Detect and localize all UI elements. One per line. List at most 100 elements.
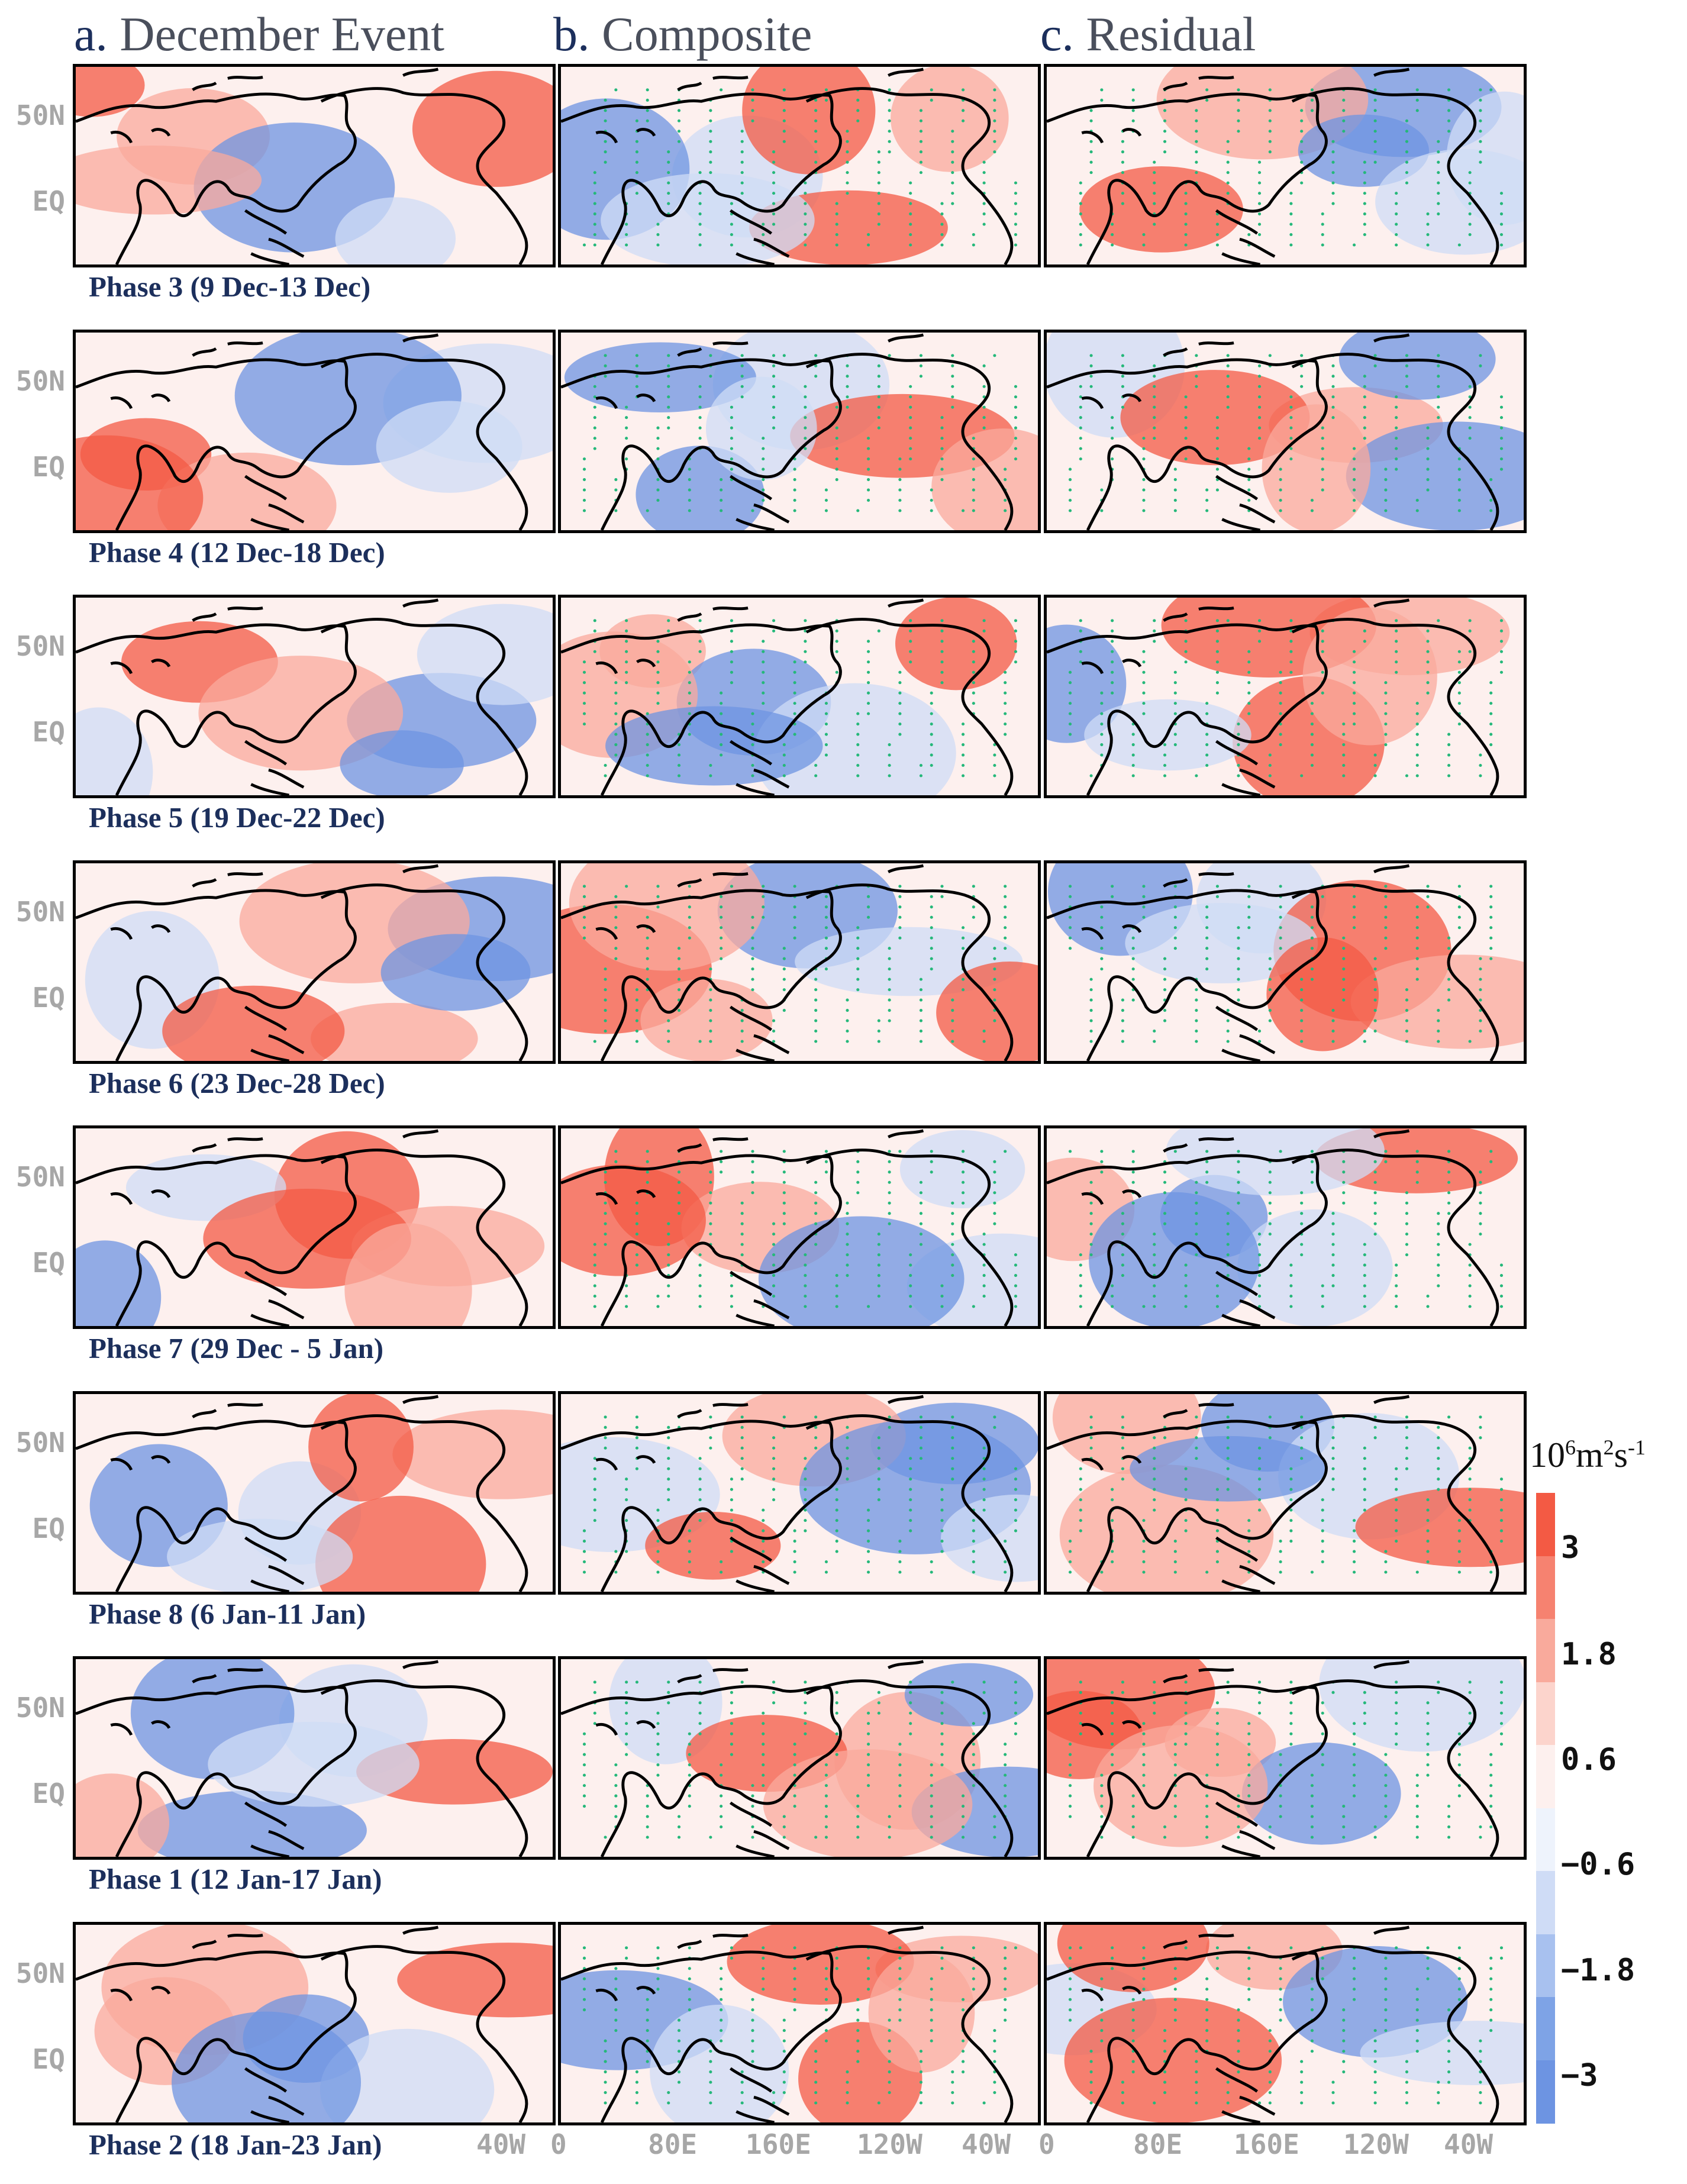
colorbar [1536, 1493, 1555, 2124]
map-field [561, 67, 1018, 264]
map-field [561, 1128, 1038, 1326]
map-field [76, 1925, 553, 2122]
coastline [1047, 889, 1328, 1061]
map-panel [73, 1656, 556, 1860]
colorbar-segment [1536, 1682, 1555, 1746]
map-field [76, 333, 553, 530]
map-panel [558, 1922, 1041, 2125]
coastline [1163, 1660, 1410, 1683]
map-field [561, 1659, 1038, 1857]
lat-label-eq: EQ [32, 716, 65, 748]
anomaly-region [417, 604, 553, 705]
anomaly-region [868, 1953, 975, 2073]
coastline [1163, 1395, 1410, 1418]
coastline [805, 87, 1014, 264]
significance-stipple [582, 1415, 1018, 1574]
anomaly-region [308, 1394, 414, 1502]
colorbar-segment [1536, 2060, 1555, 2124]
phase-label: Phase 4 (12 Dec-18 Dec) [89, 536, 385, 569]
colorbar-segment [1536, 1493, 1555, 1557]
anomaly-region [899, 1130, 1025, 1208]
anomaly-region [335, 197, 456, 264]
coastline [1081, 1455, 1142, 1471]
colorbar-segment [1536, 1808, 1555, 1872]
coastline [729, 2067, 790, 2122]
anomaly-region [392, 1409, 553, 1499]
coastline [805, 1945, 1014, 2122]
coastline [1291, 353, 1499, 530]
coastline [110, 1189, 171, 1205]
map-field [1047, 598, 1510, 795]
colorbar-segment [1536, 1556, 1555, 1620]
phase-label: Phase 3 (9 Dec-13 Dec) [89, 270, 371, 303]
map-panel [1044, 595, 1527, 798]
coastline [805, 1149, 1014, 1326]
coastline [595, 1720, 656, 1736]
coastline [244, 475, 305, 530]
coastline [561, 92, 842, 264]
anomaly-region [1241, 1742, 1401, 1845]
anomaly-region [1338, 333, 1496, 400]
coastline [244, 1801, 305, 1857]
significance-stipple [582, 1946, 1018, 2105]
significance-stipple [1068, 1415, 1504, 1574]
phase-label: Phase 6 (23 Dec-28 Dec) [89, 1067, 385, 1099]
coastline [76, 889, 357, 1061]
coastline [595, 1189, 656, 1205]
coastline [1215, 209, 1276, 264]
map-field [1047, 1659, 1524, 1857]
coastline [561, 358, 842, 530]
coastline [677, 1925, 924, 1949]
lat-label-50n: 50N [15, 1161, 65, 1193]
lat-label-eq: EQ [32, 1777, 65, 1809]
coastline [595, 1455, 656, 1471]
anomaly-region [340, 730, 464, 795]
coastline [244, 209, 305, 264]
coastline [320, 353, 528, 530]
lat-label-50n: 50N [15, 896, 65, 928]
coastline [192, 1395, 439, 1418]
map-field [561, 1925, 1038, 2122]
lat-label-eq: EQ [32, 2043, 65, 2075]
coastline [110, 659, 171, 675]
anomaly-region [941, 1494, 1038, 1582]
map-field [1047, 1925, 1524, 2122]
map-panel [1044, 860, 1527, 1064]
coastline [595, 128, 656, 144]
lon-label-120w-c: 120W [1343, 2128, 1409, 2160]
coastline [729, 740, 790, 795]
column-header-a: a. December Event [74, 7, 445, 61]
map-panel [73, 1922, 556, 2125]
lat-label-50n: 50N [15, 365, 65, 397]
anomaly-region [380, 934, 531, 1011]
coastline [1081, 1986, 1142, 2002]
coastline [805, 1414, 1014, 1592]
significance-stipple [1068, 1150, 1504, 1308]
coastline [1215, 1005, 1276, 1061]
map-field [76, 598, 553, 795]
coastline [244, 1536, 305, 1592]
anomaly-region [76, 67, 145, 117]
map-panel [73, 1125, 556, 1329]
anomaly-region [157, 452, 337, 530]
coastline [677, 864, 924, 888]
coastline [76, 358, 357, 530]
coastline [320, 1679, 528, 1857]
coastline [320, 87, 528, 264]
colorbar-segment [1536, 1745, 1555, 1809]
map-field [1047, 863, 1524, 1061]
significance-stipple [1068, 619, 1504, 778]
coastline [320, 1945, 528, 2122]
map-field [76, 863, 553, 1061]
coastline [561, 1685, 842, 1857]
coastline [76, 1685, 357, 1857]
anomaly-region [344, 1223, 472, 1326]
lon-label-120w: 120W [857, 2128, 922, 2160]
map-field [561, 598, 1018, 795]
anomaly-region [891, 67, 1009, 172]
map-panel [558, 595, 1041, 798]
lon-label-40w: 40W [962, 2128, 1011, 2160]
significance-stipple [582, 885, 1007, 1043]
anomaly-region [1375, 149, 1524, 255]
coastline [1081, 1720, 1142, 1736]
